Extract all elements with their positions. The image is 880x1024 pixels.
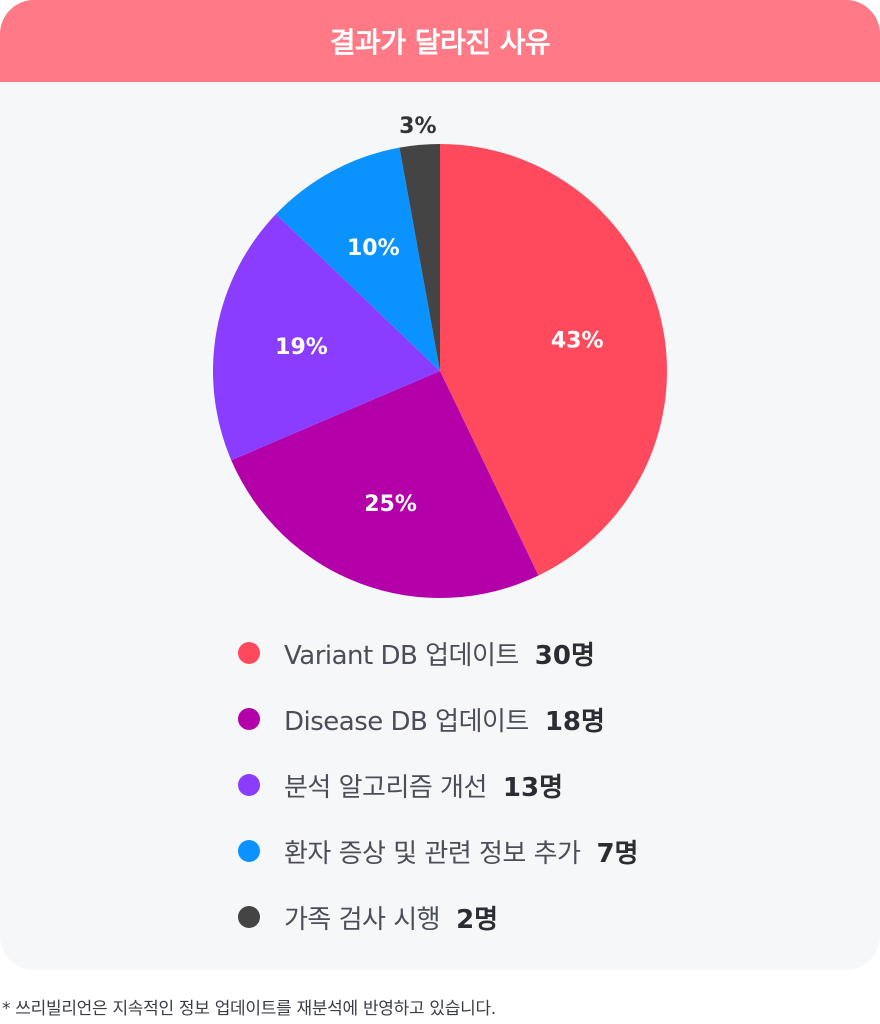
pie-slice — [399, 144, 440, 371]
slice-percent-label: 25% — [364, 492, 417, 517]
pie-slice — [275, 147, 440, 371]
legend-item: Variant DB 업데이트 30명 — [238, 620, 838, 686]
legend-count: 13명 — [502, 772, 563, 803]
pie-slice — [231, 371, 539, 598]
chart-title: 결과가 달라진 사유 — [329, 26, 551, 59]
footnote: * 쓰리빌리언은 지속적인 정보 업데이트를 재분석에 반영하고 있습니다. — [2, 999, 496, 1019]
chart-card: 결과가 달라진 사유 43% 25% 19% 10% 3% Variant DB 업데이… — [0, 0, 880, 950]
legend-dot — [238, 642, 260, 664]
pie-slice — [212, 214, 440, 461]
legend-count: 18명 — [544, 706, 605, 737]
pie-chart: 43% 25% 19% 10% 3% — [212, 114, 667, 598]
legend-label: 환자 증상 및 관련 정보 추가 — [284, 838, 581, 869]
chart-header: 결과가 달라진 사유 — [0, 0, 880, 82]
legend-dot — [238, 840, 260, 862]
legend-label: Variant DB 업데이트 — [284, 640, 519, 671]
chart-legend: Variant DB 업데이트 30명 Disease DB 업데이트 18명 … — [238, 620, 838, 950]
legend-item: 가족 검사 시행 2명 — [238, 884, 838, 950]
legend-dot — [238, 906, 260, 928]
legend-count: 2명 — [456, 904, 499, 935]
legend-label: 가족 검사 시행 — [284, 904, 441, 935]
slice-percent-label: 19% — [275, 335, 328, 360]
slice-percent-label: 3% — [399, 114, 436, 139]
legend-label: Disease DB 업데이트 — [284, 706, 529, 737]
legend-item: 분석 알고리즘 개선 13명 — [238, 752, 838, 818]
legend-count: 7명 — [596, 838, 639, 869]
legend-label: 분석 알고리즘 개선 — [284, 772, 487, 803]
legend-item: Disease DB 업데이트 18명 — [238, 686, 838, 752]
legend-count: 30명 — [534, 640, 595, 671]
legend-item: 환자 증상 및 관련 정보 추가 7명 — [238, 818, 838, 884]
pie-slice — [440, 144, 667, 576]
legend-dot — [238, 708, 260, 730]
slice-percent-label: 10% — [347, 236, 400, 261]
slice-percent-label: 43% — [551, 329, 604, 354]
legend-dot — [238, 774, 260, 796]
